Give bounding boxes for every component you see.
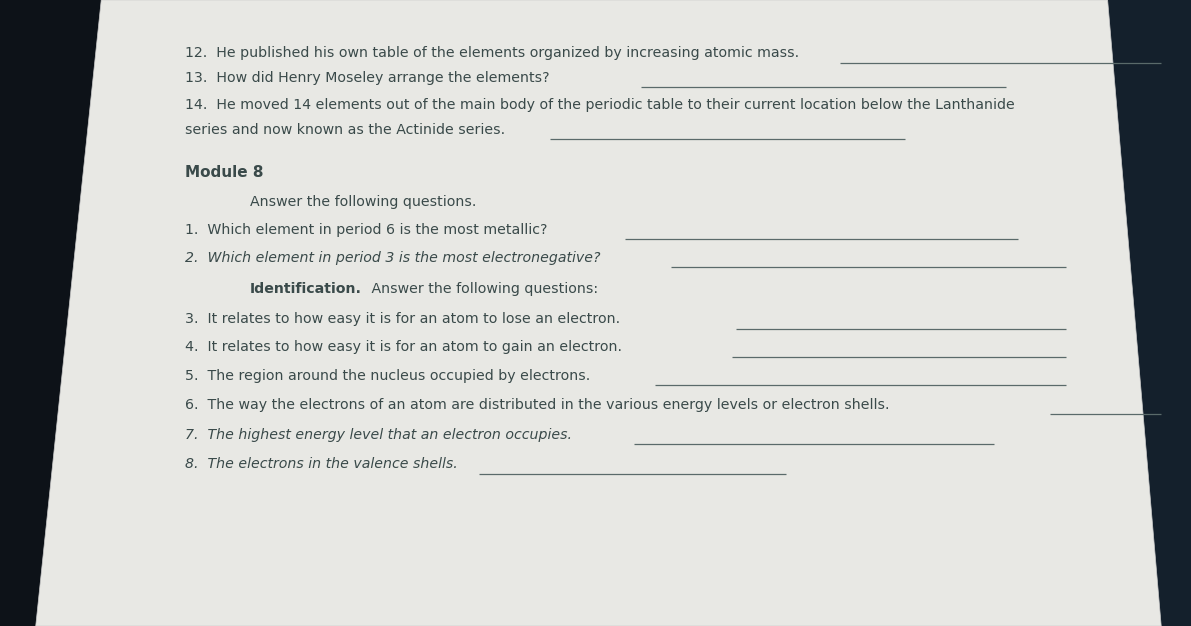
Text: 13.  How did Henry Moseley arrange the elements?: 13. How did Henry Moseley arrange the el… <box>185 71 549 85</box>
Text: 6.  The way the electrons of an atom are distributed in the various energy level: 6. The way the electrons of an atom are … <box>185 398 890 412</box>
Polygon shape <box>101 0 1108 31</box>
Text: Answer the following questions:: Answer the following questions: <box>367 282 598 296</box>
Text: 2.  Which element in period 3 is the most electronegative?: 2. Which element in period 3 is the most… <box>185 251 600 265</box>
Text: 5.  The region around the nucleus occupied by electrons.: 5. The region around the nucleus occupie… <box>185 369 590 382</box>
Text: 14.  He moved 14 elements out of the main body of the periodic table to their cu: 14. He moved 14 elements out of the main… <box>185 98 1015 112</box>
Polygon shape <box>1048 0 1191 626</box>
Polygon shape <box>0 0 143 626</box>
Text: Module 8: Module 8 <box>185 165 263 180</box>
Text: Answer the following questions.: Answer the following questions. <box>250 195 476 208</box>
Text: 4.  It relates to how easy it is for an atom to gain an electron.: 4. It relates to how easy it is for an a… <box>185 341 622 354</box>
Text: 1.  Which element in period 6 is the most metallic?: 1. Which element in period 6 is the most… <box>185 223 547 237</box>
Text: Identification.: Identification. <box>250 282 362 296</box>
Text: 12.  He published his own table of the elements organized by increasing atomic m: 12. He published his own table of the el… <box>185 46 799 60</box>
Polygon shape <box>36 0 1161 626</box>
Text: 7.  The highest energy level that an electron occupies.: 7. The highest energy level that an elec… <box>185 428 572 442</box>
Text: 3.  It relates to how easy it is for an atom to lose an electron.: 3. It relates to how easy it is for an a… <box>185 312 619 326</box>
Text: 8.  The electrons in the valence shells.: 8. The electrons in the valence shells. <box>185 458 457 471</box>
Text: series and now known as the Actinide series.: series and now known as the Actinide ser… <box>185 123 505 136</box>
